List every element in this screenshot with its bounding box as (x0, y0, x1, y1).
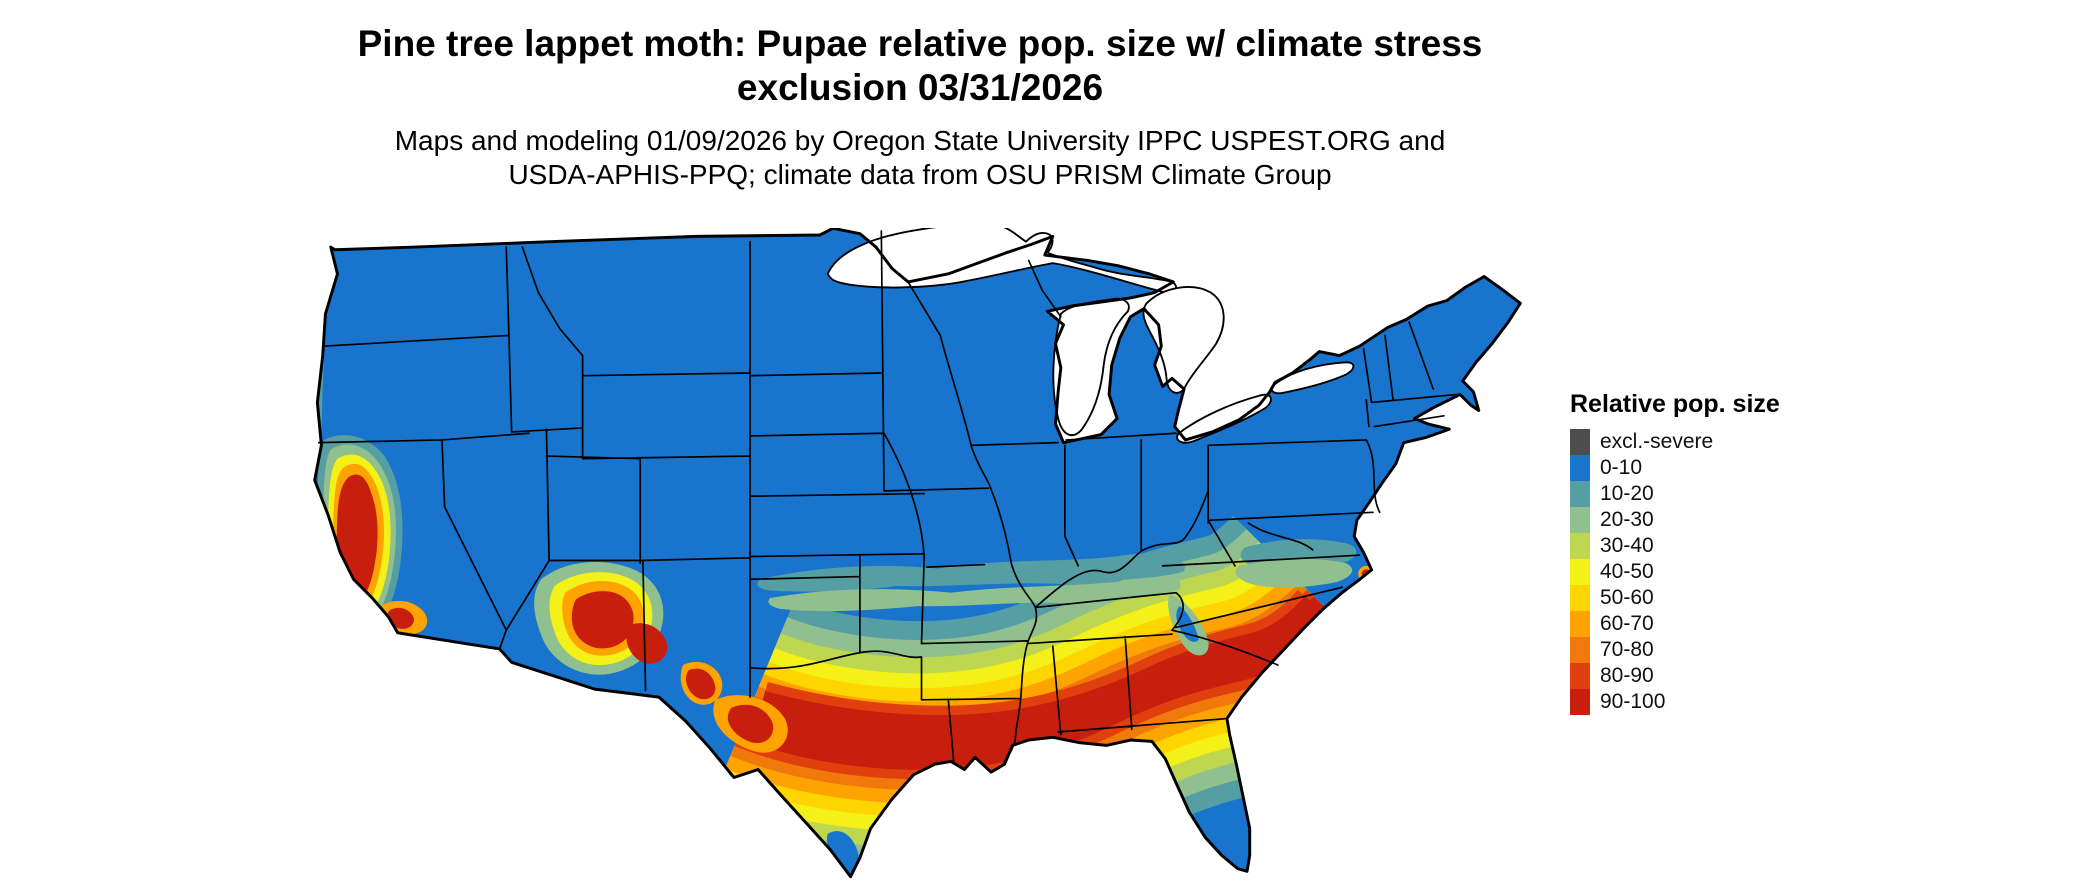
legend-item: 50-60 (1570, 585, 1780, 611)
us-map-figure (308, 223, 1527, 885)
state-borders-east (970, 259, 1459, 736)
legend-label: 20-30 (1600, 508, 1654, 531)
legend-label: 30-40 (1600, 534, 1654, 557)
legend-swatch (1570, 585, 1590, 611)
legend-item: 0-10 (1570, 455, 1780, 481)
state-borders (317, 230, 1459, 763)
map-title-line2: exclusion 03/31/2026 (736, 67, 1104, 108)
west-texas-red-patch (727, 704, 774, 744)
legend-swatch (1570, 663, 1590, 689)
legend-label: 10-20 (1600, 482, 1654, 505)
legend-item: 20-30 (1570, 507, 1780, 533)
legend-label: 60-70 (1600, 612, 1654, 635)
lake-erie (1176, 393, 1272, 444)
legend: Relative pop. size excl.-severe 0-10 10-20… (1570, 390, 1780, 715)
legend-swatch (1570, 559, 1590, 585)
legend-label: 70-80 (1600, 638, 1654, 661)
legend-label: excl.-severe (1600, 430, 1714, 453)
legend-swatch (1570, 611, 1590, 637)
us-outline (313, 226, 1522, 879)
map-header: Pine tree lappet moth: Pupae relative po… (0, 22, 1840, 192)
legend-swatch (1570, 533, 1590, 559)
legend-title: Relative pop. size (1570, 390, 1780, 418)
map-subtitle: Maps and modeling 01/09/2026 by Oregon S… (0, 124, 1840, 192)
virginia-cool-green (1235, 558, 1353, 588)
legend-label: 90-100 (1600, 690, 1666, 713)
legend-label: 80-90 (1600, 664, 1654, 687)
great-lakes (826, 223, 1355, 444)
arizona-red-core (571, 591, 634, 649)
legend-label: 50-60 (1600, 586, 1654, 609)
legend-swatch (1570, 429, 1590, 455)
mogollon-red-streak (626, 623, 668, 664)
legend-item: 90-100 (1570, 689, 1780, 715)
legend-swatch (1570, 455, 1590, 481)
legend-label: 0-10 (1600, 456, 1643, 479)
legend-item: 30-40 (1570, 533, 1780, 559)
legend-swatch (1570, 507, 1590, 533)
us-map-svg (313, 223, 1522, 879)
legend-item: 10-20 (1570, 481, 1780, 507)
legend-swatch (1570, 637, 1590, 663)
north-fringe-teal (757, 553, 1185, 592)
lake-ontario (1270, 361, 1355, 395)
legend-item: excl.-severe (1570, 429, 1780, 455)
map-title-line1: Pine tree lappet moth: Pupae relative po… (357, 23, 1483, 64)
lake-huron (1142, 286, 1225, 394)
state-borders-west (317, 240, 751, 698)
south-texas-blue-tip (826, 831, 860, 876)
legend-items: excl.-severe 0-10 10-20 20-30 30-40 40-50 50-6… (1570, 429, 1780, 715)
legend-item: 70-80 (1570, 637, 1780, 663)
legend-item: 40-50 (1570, 559, 1780, 585)
legend-swatch (1570, 689, 1590, 715)
legend-item: 80-90 (1570, 663, 1780, 689)
legend-label: 40-50 (1600, 560, 1654, 583)
legend-item: 60-70 (1570, 611, 1780, 637)
band-90-100-north (756, 595, 1332, 750)
map-subtitle-line2: USDA-APHIS-PPQ; climate data from OSU PR… (508, 159, 1332, 190)
state-borders-plains (749, 230, 1038, 763)
new-mexico-red-patch (686, 668, 716, 700)
map-subtitle-line1: Maps and modeling 01/09/2026 by Oregon S… (394, 125, 1446, 156)
legend-swatch (1570, 481, 1590, 507)
